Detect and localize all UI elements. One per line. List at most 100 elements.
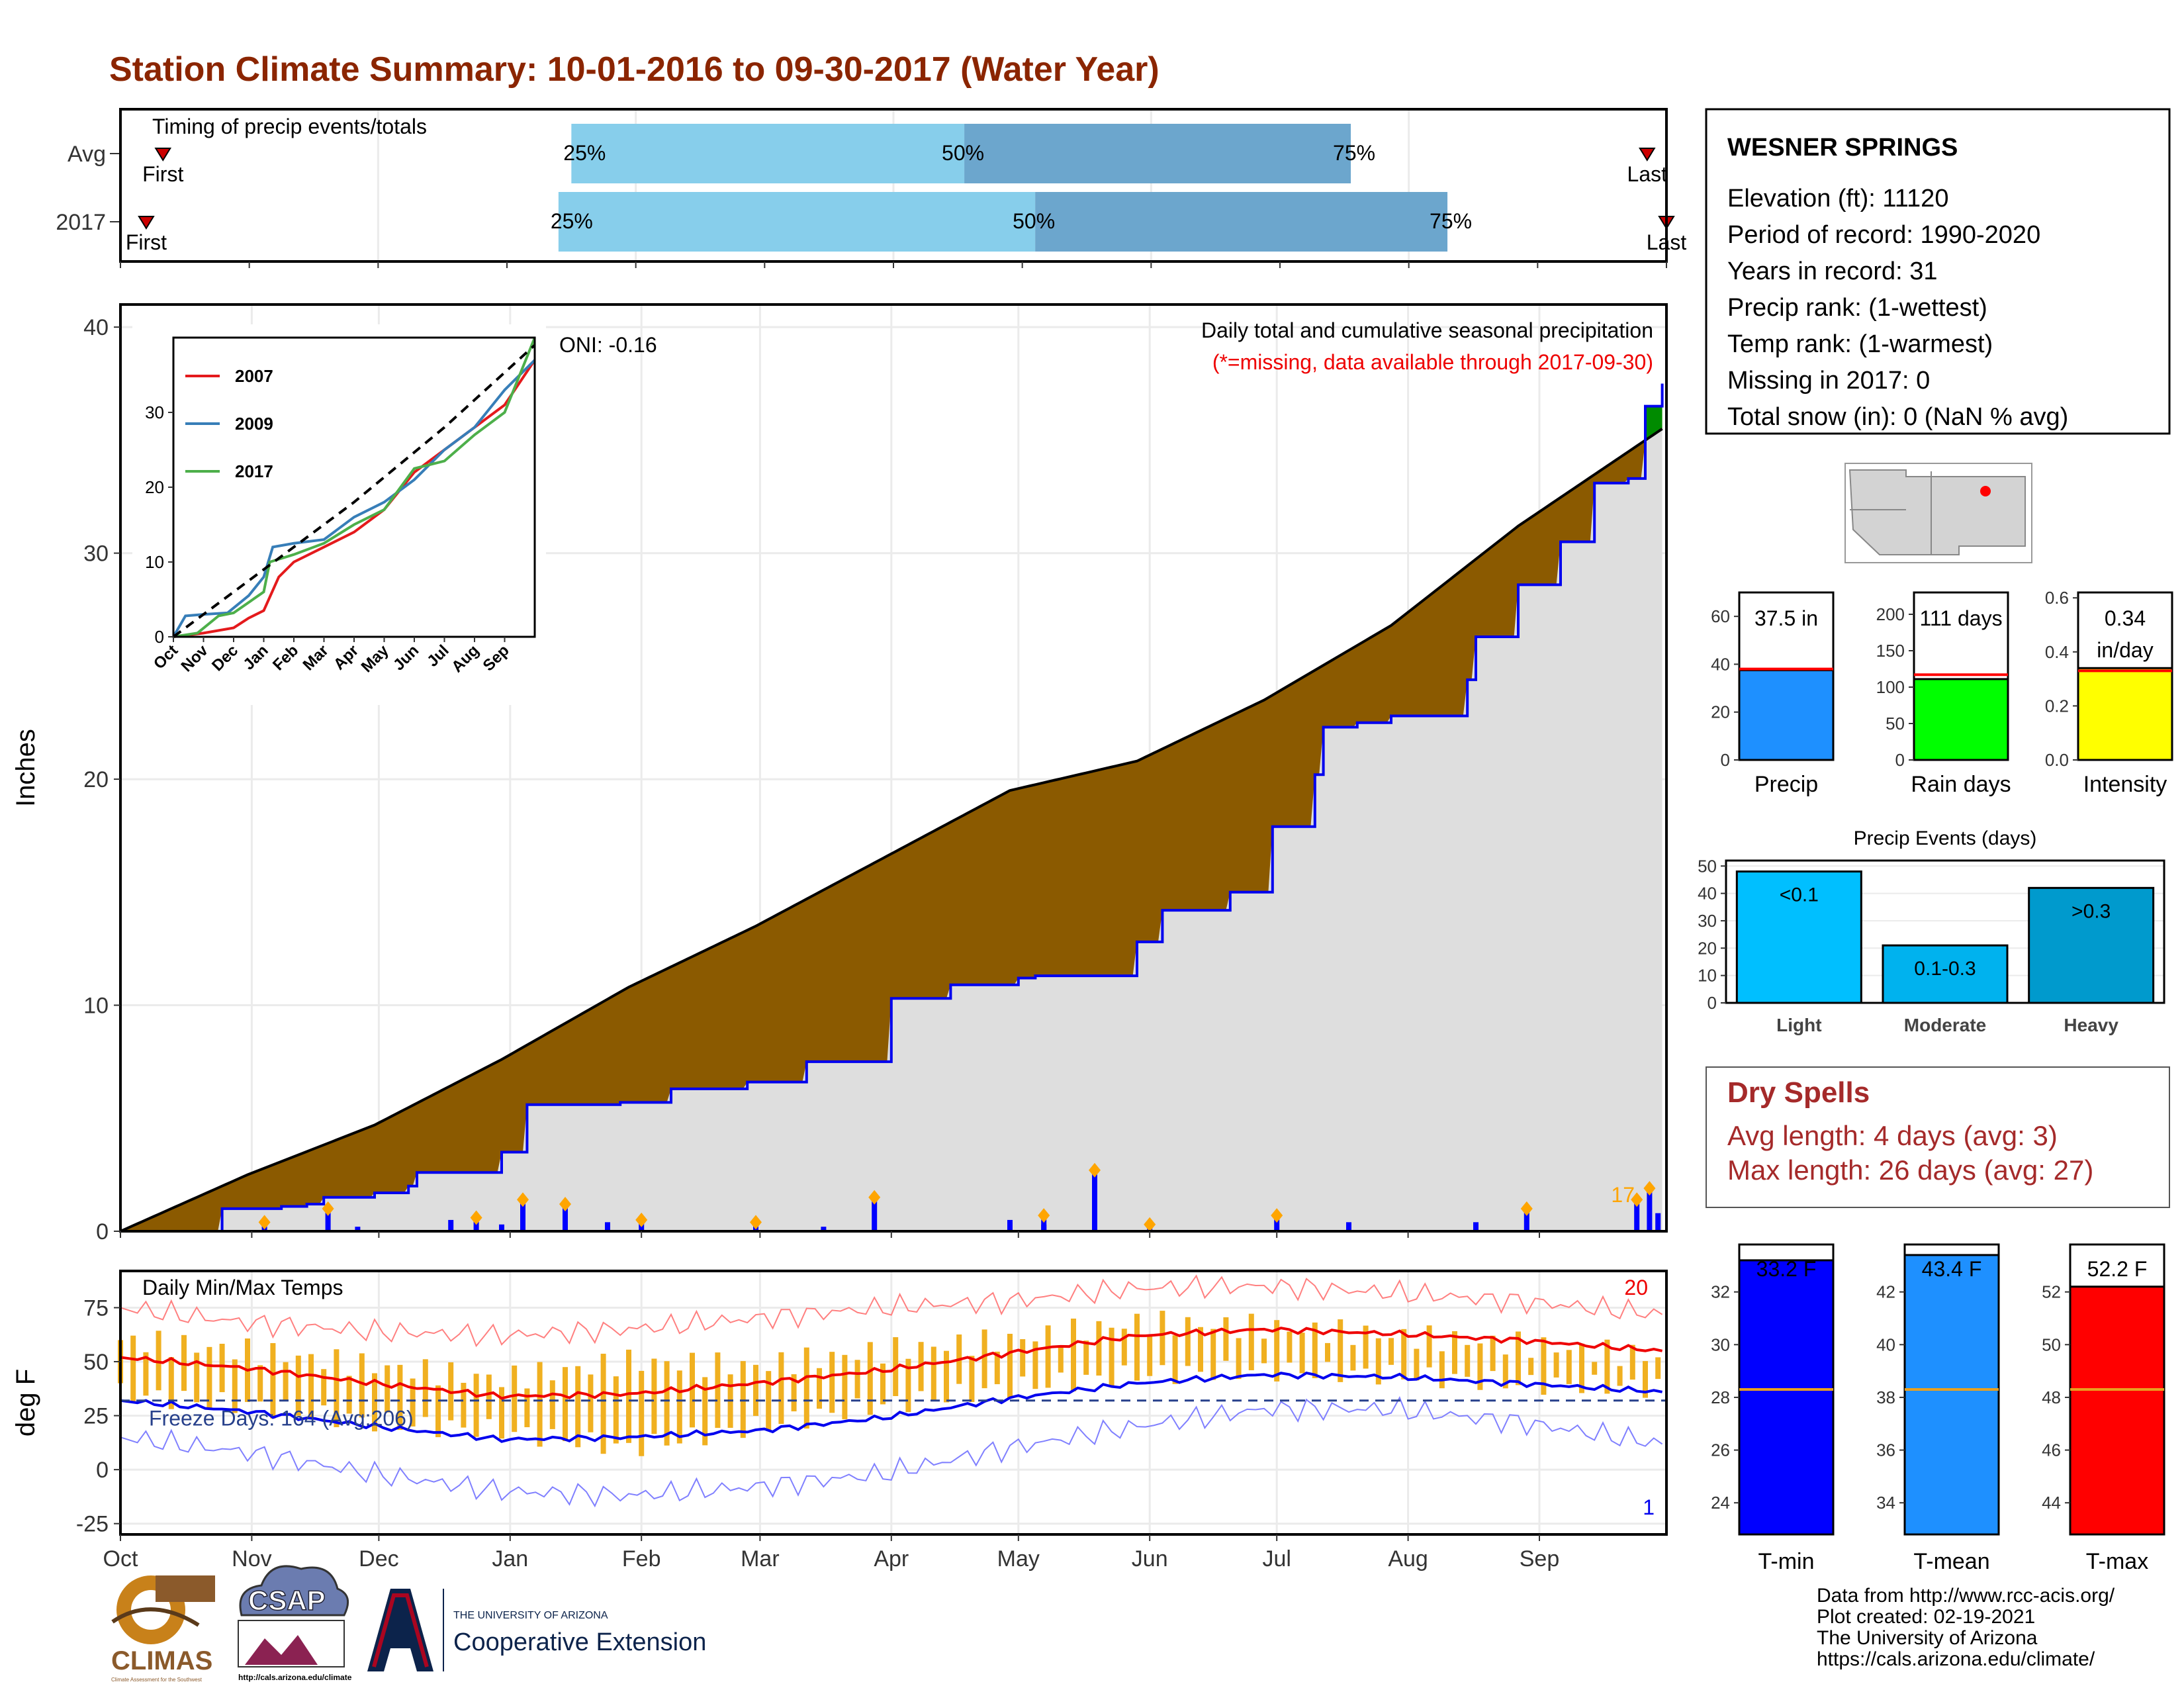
station-line-6: Total snow (in): 0 (NaN % avg) bbox=[1727, 403, 2068, 431]
csap-url: http://cals.arizona.edu/climate bbox=[238, 1673, 352, 1682]
first-event-label: First bbox=[126, 230, 167, 254]
daily-precip-bar bbox=[1655, 1213, 1661, 1231]
station-line-5: Missing in 2017: 0 bbox=[1727, 367, 1930, 395]
daily-temp-range-bar bbox=[346, 1376, 352, 1414]
first-event-marker bbox=[138, 216, 155, 230]
temp-y-tick-label: 48 bbox=[2042, 1387, 2061, 1407]
record-min-line bbox=[120, 1396, 1663, 1508]
daily-temp-range-bar bbox=[1261, 1338, 1267, 1364]
events-frame bbox=[1725, 859, 2165, 1004]
summary-y-tick-label: 20 bbox=[1711, 702, 1730, 722]
month-tick-label: Feb bbox=[622, 1546, 661, 1571]
daily-temp-range-bar bbox=[283, 1362, 289, 1401]
daily-temp-range-bar bbox=[1541, 1337, 1547, 1395]
station-line-0: Elevation (ft): 11120 bbox=[1727, 185, 1948, 212]
daily-precip-bar bbox=[605, 1222, 610, 1231]
event-bar-label: 0.1-0.3 bbox=[1914, 958, 1976, 980]
summary-y-tick-label: 50 bbox=[1886, 714, 1905, 733]
daily-temp-range-bar bbox=[1045, 1325, 1051, 1388]
station-line-2: Years in record: 31 bbox=[1727, 258, 1938, 285]
daily-temp-range-bar bbox=[359, 1353, 365, 1418]
credit-line-3: https://cals.arizona.edu/climate/ bbox=[1817, 1648, 2095, 1670]
precip-base-area bbox=[120, 428, 1662, 1231]
temp-summary-charts: 33.2 F 24 26 28 30 32 T-min 43.4 F 34 36 38 40 42 T-m… bbox=[1711, 1243, 2165, 1574]
summary-y-tick-label: 0 bbox=[1895, 750, 1905, 770]
month-tick-label: May bbox=[997, 1546, 1040, 1571]
timing-row-label: Avg bbox=[68, 142, 106, 167]
temp-y-tick-label: 38 bbox=[1876, 1387, 1895, 1407]
temp-y-tick-label: 28 bbox=[1711, 1387, 1730, 1407]
daily-temp-range-bar bbox=[435, 1385, 441, 1438]
daily-temp-range-bar bbox=[829, 1352, 835, 1413]
timing-q50-label: 50% bbox=[942, 141, 984, 165]
summary-value-label: 37.5 in bbox=[1754, 606, 1818, 630]
credit-line-1: Plot created: 02-19-2021 bbox=[1817, 1606, 2035, 1628]
daily-temp-range-bar bbox=[524, 1388, 530, 1428]
temp-y-tick-label: 24 bbox=[1711, 1493, 1730, 1513]
precip-y-tick-label: 40 bbox=[83, 315, 109, 340]
precip-obs-line bbox=[120, 383, 1664, 1233]
daily-temp-range-bar bbox=[168, 1357, 174, 1409]
daily-temp-range-bar bbox=[1490, 1335, 1496, 1372]
daily-temp-range-bar bbox=[803, 1347, 809, 1429]
daily-precip-marker bbox=[635, 1212, 648, 1227]
timing-title: Timing of precip events/totals bbox=[152, 115, 427, 138]
daily-precip-bar bbox=[448, 1219, 454, 1231]
oni-label: ONI: -0.16 bbox=[559, 333, 657, 357]
daily-temp-range-bar bbox=[753, 1364, 758, 1416]
inset-legend-label: 2007 bbox=[235, 366, 273, 386]
temp-y-tick-label: 40 bbox=[1876, 1335, 1895, 1354]
month-tick-label: Mar bbox=[741, 1546, 780, 1571]
daily-precip-marker bbox=[1520, 1201, 1533, 1216]
precip-title: Daily total and cumulative seasonal prec… bbox=[1201, 318, 1653, 342]
station-name: WESNER SPRINGS bbox=[1727, 134, 1958, 162]
daily-precip-bar bbox=[1092, 1170, 1097, 1231]
temp-bar-t-mean bbox=[1903, 1254, 2000, 1536]
last-event-label: Last bbox=[1627, 162, 1668, 186]
events-y-tick-label: 50 bbox=[1698, 856, 1717, 876]
daily-temp-range-bar bbox=[575, 1366, 581, 1448]
temp-bar-t-max bbox=[2069, 1286, 2165, 1536]
month-tick-label: Nov bbox=[232, 1546, 271, 1571]
temp-y-tick-label: 32 bbox=[1711, 1282, 1730, 1302]
inset-y-tick-label: 0 bbox=[155, 627, 164, 647]
daily-precip-bar bbox=[1041, 1215, 1047, 1231]
daily-temp-range-bar bbox=[1147, 1335, 1153, 1376]
summary-y-tick-label: 100 bbox=[1876, 677, 1905, 697]
temp-category-label: T-max bbox=[2086, 1549, 2148, 1574]
daily-temp-range-bar bbox=[981, 1329, 987, 1389]
daily-temp-range-bar bbox=[1592, 1362, 1598, 1375]
temp-value-label: 52.2 F bbox=[2087, 1257, 2148, 1281]
dry-spells-line-1: Max length: 26 days (avg: 27) bbox=[1727, 1154, 2093, 1186]
daily-temp-range-bar bbox=[563, 1367, 568, 1442]
daily-temp-range-bar bbox=[740, 1361, 746, 1438]
temps-y-tick-label: 75 bbox=[83, 1295, 109, 1321]
daily-temp-range-bar bbox=[1160, 1311, 1165, 1366]
daily-precip-marker bbox=[1038, 1208, 1050, 1223]
temps-chart: Freeze Days: 164 (Avg:206) Daily Min/Max … bbox=[11, 1270, 1668, 1571]
daily-temp-range-bar bbox=[664, 1361, 670, 1446]
temp-category-label: T-mean bbox=[1913, 1549, 1989, 1574]
daily-temp-range-bar bbox=[969, 1356, 975, 1402]
station-line-3: Precip rank: (1-wettest) bbox=[1727, 294, 1987, 322]
daily-temp-range-bar bbox=[1210, 1329, 1216, 1380]
inset-legend-label: 2017 bbox=[235, 461, 273, 481]
summary-value-label: 111 days bbox=[1919, 606, 2002, 630]
daily-temp-range-bar bbox=[295, 1355, 301, 1416]
summary-bar-precip bbox=[1738, 669, 1835, 761]
daily-temp-range-bar bbox=[1185, 1317, 1191, 1366]
daily-temp-range-bar bbox=[1248, 1313, 1254, 1370]
dry-spells-title: Dry Spells bbox=[1727, 1076, 1870, 1109]
station-line-4: Temp rank: (1-warmest) bbox=[1727, 330, 1993, 358]
daily-temp-range-bar bbox=[334, 1349, 340, 1427]
daily-precip-marker bbox=[1144, 1217, 1156, 1232]
daily-temp-range-bar bbox=[397, 1364, 403, 1430]
event-bar-light bbox=[1735, 870, 1862, 1004]
station-location-marker bbox=[1980, 486, 1991, 496]
temps-y-axis-label: deg F bbox=[11, 1369, 40, 1436]
ua-small-text: THE UNIVERSITY OF ARIZONA bbox=[453, 1610, 608, 1621]
events-y-tick-label: 10 bbox=[1698, 966, 1717, 986]
daily-temp-range-bar bbox=[931, 1346, 936, 1400]
daily-temp-range-bar bbox=[702, 1377, 708, 1446]
daily-temp-range-bar bbox=[791, 1374, 797, 1412]
